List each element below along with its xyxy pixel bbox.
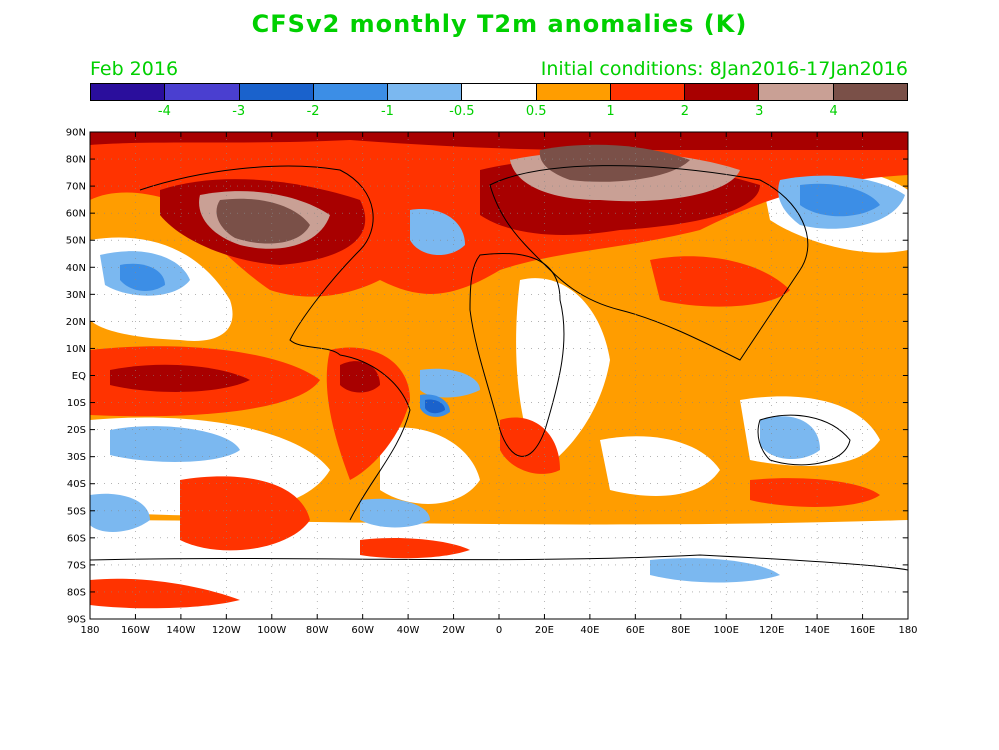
- colorbar-segment: [462, 84, 537, 100]
- lon-label: 160W: [121, 625, 150, 636]
- map-title: CFSv2 monthly T2m anomalies (K): [251, 10, 748, 38]
- lon-label: 40W: [397, 625, 420, 636]
- lon-label: 120E: [759, 625, 784, 636]
- initial-conditions: Initial conditions: 8Jan2016-17Jan2016: [540, 58, 908, 80]
- lat-label: 90N: [66, 128, 86, 139]
- latitude-labels: 90N 80N 70N 60N 50N 40N 30N 20N 10N EQ 10S 20S 30S 40…: [66, 128, 86, 626]
- colorbar-segment: [610, 84, 686, 100]
- colorbar-label: 0.5: [525, 104, 547, 119]
- colorbar-label: 3: [755, 104, 764, 119]
- lon-label: 40E: [580, 625, 599, 636]
- colorbar-label: -2: [306, 104, 320, 119]
- lon-label: 180: [898, 625, 917, 636]
- colorbar-segment: [536, 84, 611, 100]
- colorbar: [90, 83, 908, 101]
- lat-label: 20S: [67, 425, 86, 436]
- colorbar-segment: [833, 84, 907, 100]
- colorbar-label: 4: [829, 104, 838, 119]
- forecast-month: Feb 2016: [90, 58, 179, 80]
- lat-label: 50S: [67, 506, 86, 517]
- lat-label: EQ: [72, 371, 86, 382]
- colorbar-segment: [165, 84, 240, 100]
- lat-label: 80N: [66, 155, 86, 166]
- anomaly-field: [90, 132, 908, 619]
- lon-label: 20W: [442, 625, 465, 636]
- colorbar-segment: [313, 84, 389, 100]
- colorbar-segment: [759, 84, 834, 100]
- lon-label: 80W: [306, 625, 329, 636]
- lon-label: 120W: [212, 625, 241, 636]
- colorbar-segment: [685, 84, 760, 100]
- lon-label: 160E: [850, 625, 875, 636]
- lon-label: 140W: [166, 625, 195, 636]
- lon-label: 60W: [351, 625, 374, 636]
- lat-label: 10N: [66, 344, 86, 355]
- lon-label: 60E: [626, 625, 645, 636]
- colorbar-label: -4: [157, 104, 171, 119]
- lat-label: 70N: [66, 182, 86, 193]
- lon-label: 0: [496, 625, 502, 636]
- lat-label: 80S: [67, 587, 86, 598]
- coastlines: [90, 165, 908, 571]
- lon-label: 100E: [714, 625, 739, 636]
- lat-label: 30S: [67, 452, 86, 463]
- colorbar-segment: [91, 84, 166, 100]
- colorbar-label: 2: [680, 104, 690, 119]
- lat-label: 40N: [66, 263, 86, 274]
- lat-label: 50N: [66, 236, 86, 247]
- axis-ticks: [89, 131, 909, 620]
- lon-label: 20E: [535, 625, 554, 636]
- lat-label: 70S: [67, 560, 86, 571]
- longitude-labels: 180 160W 140W 120W 100W 80W 60W 40W 20W 0 20E 40E 60…: [80, 625, 917, 636]
- lat-label: 60N: [66, 209, 86, 220]
- lat-label: 90S: [67, 615, 86, 626]
- colorbar-label: -1: [380, 104, 394, 119]
- colorbar-label: -0.5: [449, 104, 475, 119]
- lon-label: 100W: [257, 625, 286, 636]
- colorbar-label: -3: [232, 104, 246, 119]
- lat-label: 40S: [67, 479, 86, 490]
- lat-label: 30N: [66, 290, 86, 301]
- lat-label: 20N: [66, 317, 86, 328]
- lat-label: 10S: [67, 398, 86, 409]
- colorbar-segment: [388, 84, 463, 100]
- lon-label: 80E: [671, 625, 690, 636]
- colorbar-segment: [239, 84, 314, 100]
- lat-label: 60S: [67, 533, 86, 544]
- colorbar-label: 1: [606, 104, 615, 119]
- lon-label: 180: [80, 625, 99, 636]
- lon-label: 140E: [804, 625, 829, 636]
